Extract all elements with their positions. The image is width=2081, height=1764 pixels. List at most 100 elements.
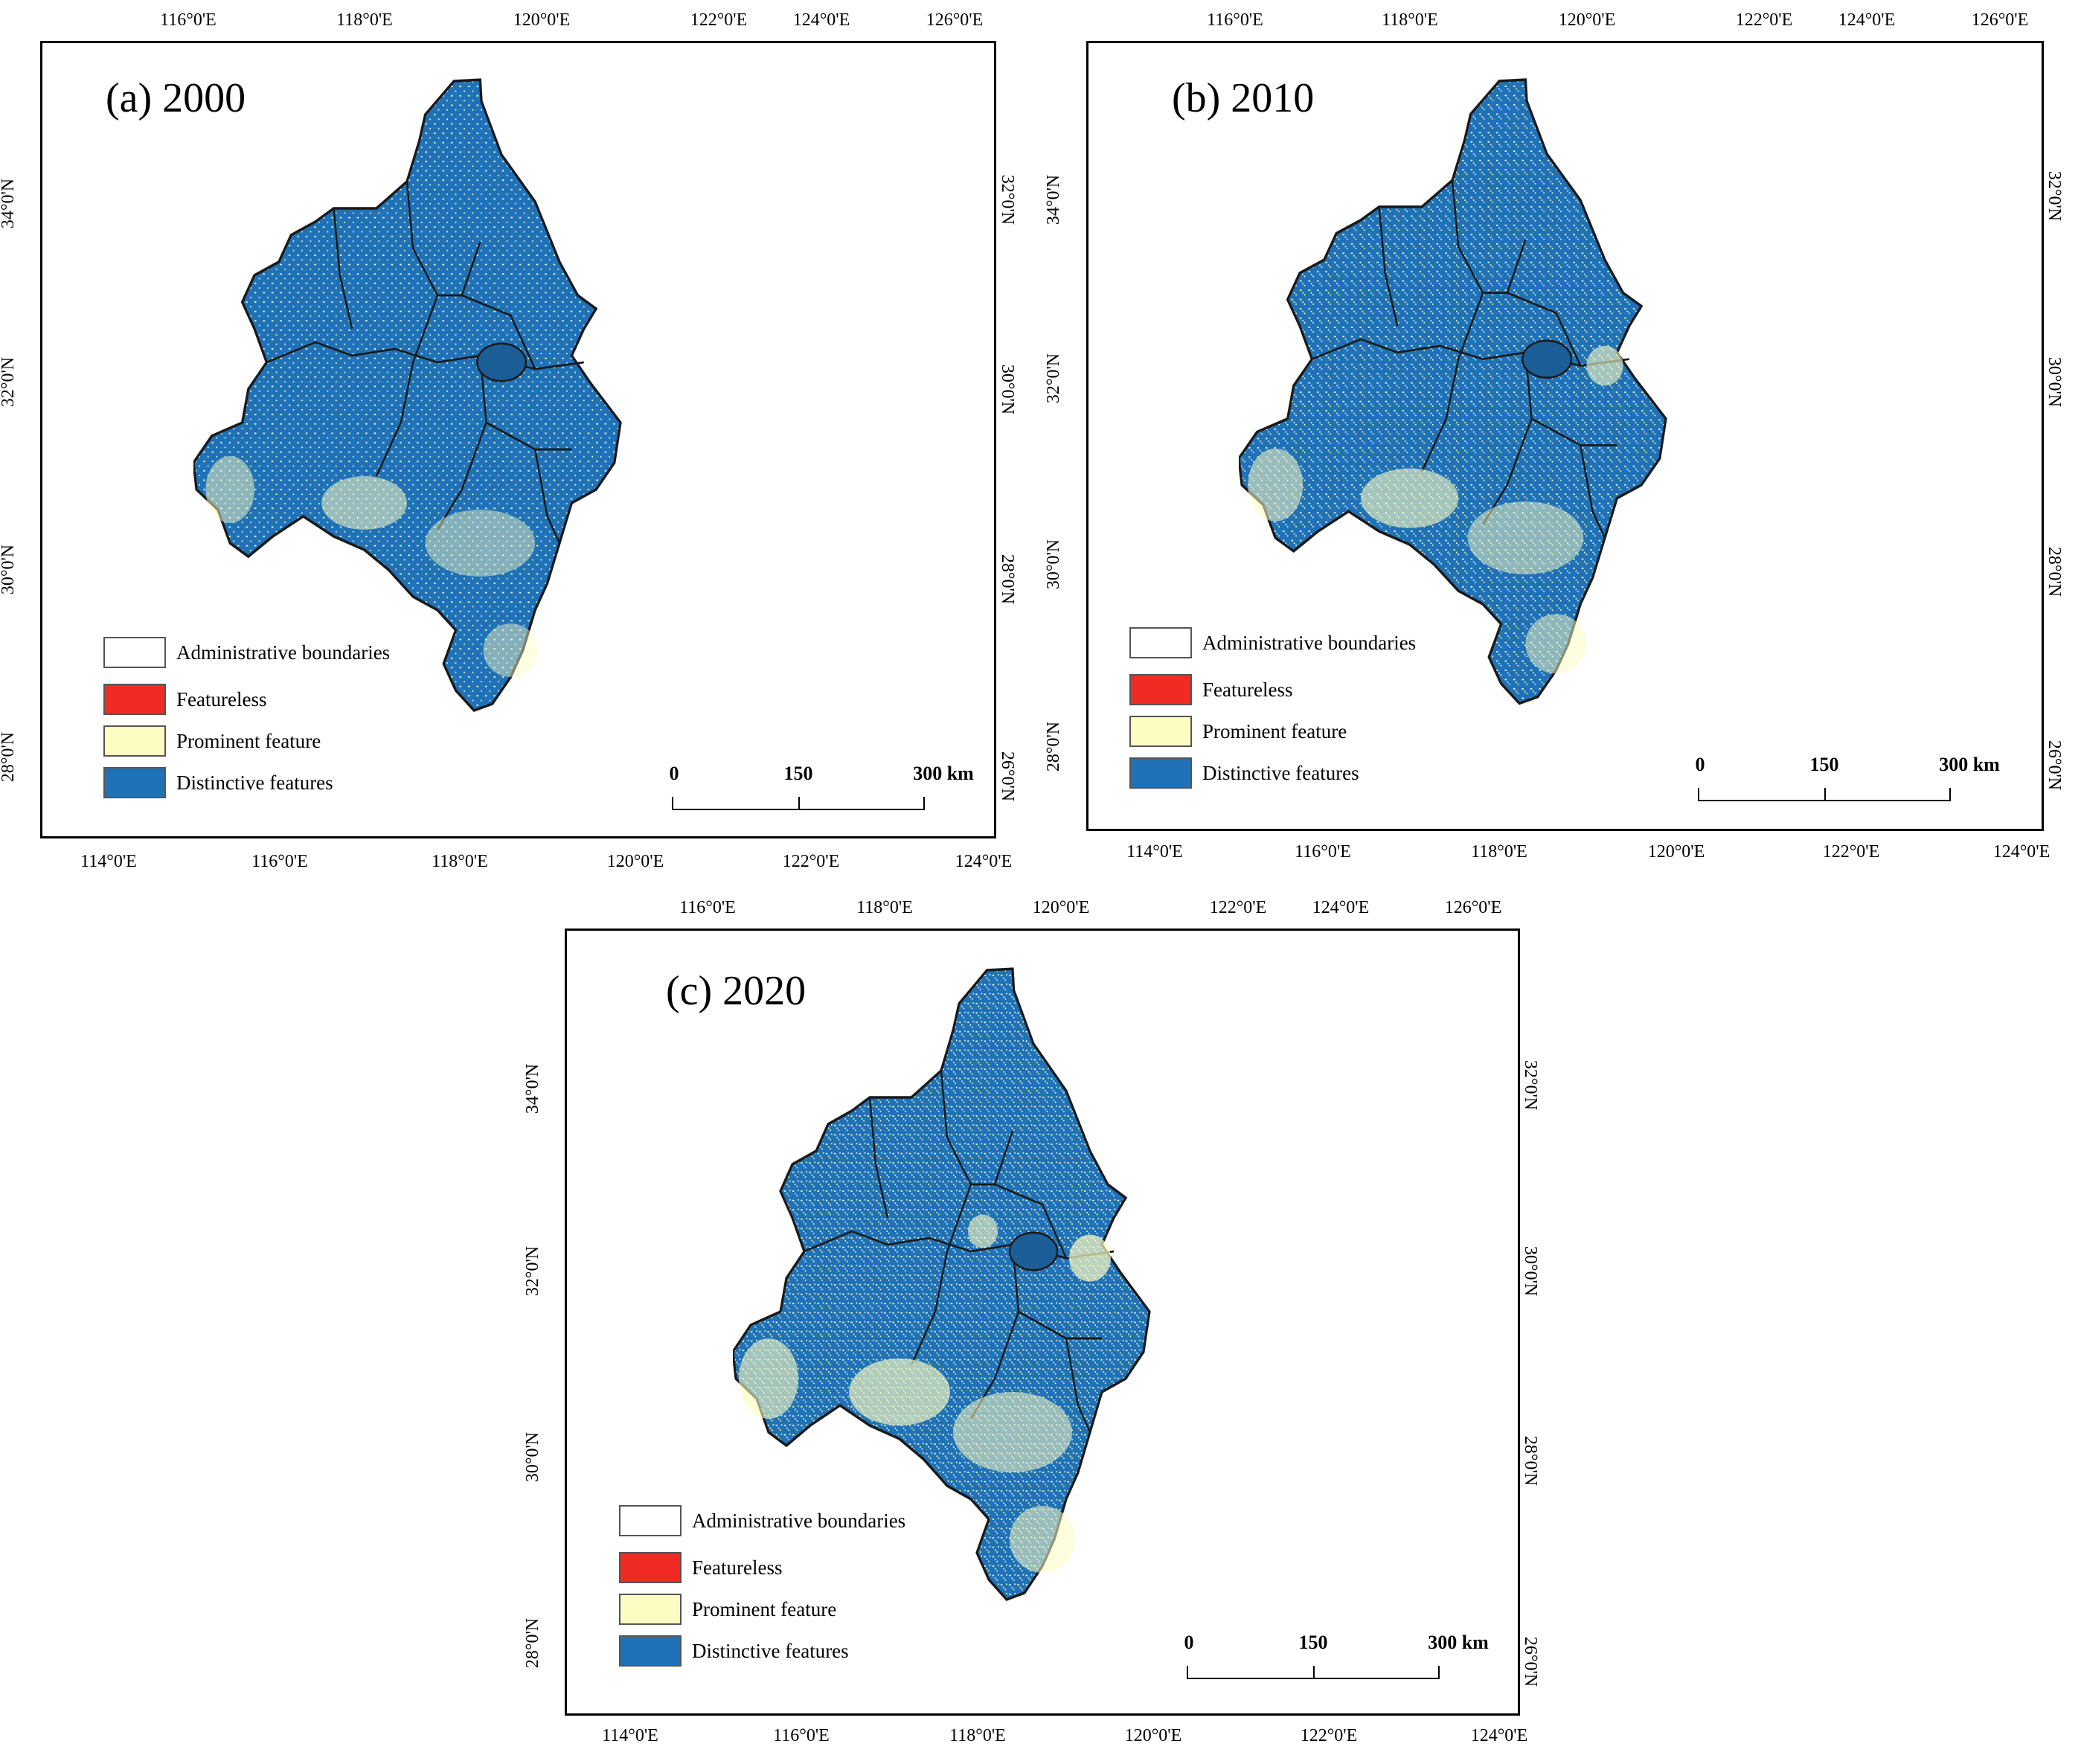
right-tick: 28°0'N (2045, 546, 2065, 597)
scale-tick (1698, 788, 1699, 801)
legend-label: Distinctive features (692, 1640, 849, 1662)
scale-label-0: 0 (1695, 754, 1705, 775)
top-tick: 118°0'E (856, 898, 913, 917)
legend-swatch (619, 1505, 682, 1536)
legend-label: Distinctive features (176, 772, 333, 794)
top-tick: 118°0'E (336, 10, 393, 30)
legend-item-administrative-boundaries: Administrative boundaries (1129, 627, 1516, 660)
top-tick: 118°0'E (1382, 10, 1438, 30)
legend-label: Featureless (692, 1556, 783, 1579)
scale-tick (672, 797, 673, 810)
right-tick: 30°0'N (998, 364, 1018, 415)
legend-swatch (619, 1594, 682, 1625)
left-tick: 34°0'N (523, 1063, 543, 1114)
top-tick: 126°0'E (926, 10, 984, 30)
legend-item-featureless: Featureless (619, 1552, 1006, 1585)
panel-title: (a) 2000 (106, 75, 246, 121)
top-tick: 120°0'E (1558, 10, 1616, 30)
legend-swatch (619, 1552, 682, 1583)
top-tick: 126°0'E (1971, 10, 2029, 30)
panel-title: (b) 2010 (1172, 75, 1315, 121)
region-map (193, 78, 622, 713)
top-tick: 124°0'E (1838, 10, 1896, 30)
bottom-tick: 124°0'E (1992, 842, 2050, 862)
scale-label-300: 300 km (913, 763, 974, 784)
legend-swatch (1129, 757, 1192, 789)
legend-swatch (1129, 716, 1192, 747)
legend-swatch (1129, 674, 1192, 705)
left-tick: 32°0'N (1044, 353, 1064, 404)
legend-label: Featureless (176, 688, 267, 711)
scale-line (672, 809, 925, 810)
right-tick: 32°0'N (1521, 1059, 1541, 1111)
legend-item-featureless: Featureless (103, 684, 490, 716)
bottom-tick: 116°0'E (251, 852, 308, 871)
legend-item-prominent-feature: Prominent feature (103, 725, 490, 758)
bottom-tick: 120°0'E (1647, 842, 1705, 862)
legend-label: Administrative boundaries (692, 1510, 906, 1532)
scale-tick (1313, 1666, 1315, 1679)
scale-tick (1949, 788, 1951, 801)
bottom-tick: 114°0'E (602, 1726, 658, 1745)
bottom-tick: 118°0'E (949, 1726, 1006, 1745)
scale-tick (1824, 788, 1826, 801)
legend-item-distinctive-features: Distinctive features (1129, 757, 1516, 790)
legend-swatch (103, 684, 166, 715)
legend-item-featureless: Featureless (1129, 674, 1516, 707)
left-tick: 28°0'N (1044, 721, 1064, 772)
region-map (1239, 78, 1667, 705)
region-map (733, 967, 1151, 1602)
legend-swatch (103, 767, 166, 798)
left-tick: 32°0'N (0, 356, 19, 408)
legend-item-distinctive-features: Distinctive features (619, 1635, 1006, 1668)
scale-label-150: 150 (783, 763, 813, 784)
right-tick: 30°0'N (1521, 1245, 1541, 1297)
right-tick: 28°0'N (998, 554, 1018, 605)
scale-label-150: 150 (1298, 1632, 1328, 1653)
legend-item-administrative-boundaries: Administrative boundaries (619, 1505, 1006, 1538)
legend-label: Featureless (1202, 679, 1293, 701)
scale-bar: 0 150 300 km (670, 763, 974, 830)
top-tick: 124°0'E (1312, 898, 1370, 917)
bottom-tick: 114°0'E (80, 852, 137, 871)
top-tick: 120°0'E (1032, 898, 1090, 917)
legend-label: Prominent feature (176, 730, 321, 752)
legend-item-prominent-feature: Prominent feature (619, 1594, 1006, 1626)
top-tick: 124°0'E (792, 10, 850, 30)
left-tick: 30°0'N (523, 1431, 543, 1483)
left-tick: 32°0'N (523, 1245, 543, 1297)
map-panel-b: 116°0'E 118°0'E 120°0'E 122°0'E 124°0'E … (1044, 0, 2081, 885)
top-tick: 122°0'E (690, 10, 748, 30)
bottom-tick: 124°0'E (1470, 1726, 1528, 1745)
legend-label: Prominent feature (1202, 720, 1347, 743)
legend-swatch (619, 1635, 682, 1667)
scale-tick (1438, 1666, 1440, 1679)
scale-label-150: 150 (1809, 754, 1839, 775)
scale-bar: 0 150 300 km (1695, 754, 2000, 821)
right-tick: 26°0'N (2045, 740, 2065, 791)
bottom-tick: 120°0'E (606, 852, 664, 871)
scale-line (1698, 800, 1951, 801)
bottom-tick: 122°0'E (1300, 1726, 1358, 1745)
top-tick: 116°0'E (679, 898, 736, 917)
scale-bar: 0 150 300 km (1184, 1632, 1489, 1699)
legend-item-distinctive-features: Distinctive features (103, 767, 490, 800)
panel-title: (c) 2020 (666, 968, 807, 1014)
left-tick: 34°0'N (0, 178, 19, 229)
legend-label: Administrative boundaries (1202, 632, 1417, 654)
bottom-tick: 118°0'E (432, 852, 488, 871)
right-tick: 26°0'N (1521, 1636, 1541, 1687)
legend-swatch (103, 725, 166, 757)
left-tick: 30°0'N (1044, 539, 1064, 590)
legend-label: Administrative boundaries (176, 641, 391, 664)
bottom-tick: 116°0'E (773, 1726, 830, 1745)
scale-label-300: 300 km (1939, 754, 2000, 775)
left-tick: 28°0'N (523, 1617, 543, 1669)
top-tick: 116°0'E (160, 10, 217, 30)
legend-label: Distinctive features (1202, 762, 1359, 784)
legend-swatch (1129, 627, 1192, 658)
right-tick: 32°0'N (2045, 170, 2065, 222)
right-tick: 26°0'N (998, 751, 1018, 802)
scale-tick (1187, 1666, 1188, 1679)
top-tick: 116°0'E (1207, 10, 1263, 30)
